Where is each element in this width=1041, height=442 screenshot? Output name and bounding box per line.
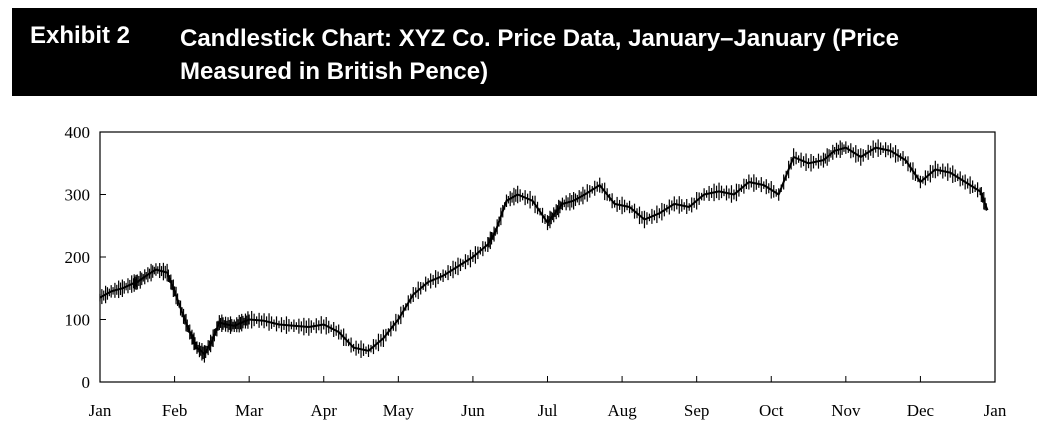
y-tick-label: 100: [65, 311, 91, 330]
y-tick-label: 0: [82, 373, 91, 392]
x-tick-label: Sep: [684, 401, 710, 420]
x-tick-label: Aug: [607, 401, 637, 420]
series-group: [99, 139, 989, 363]
x-tick-label: Apr: [311, 401, 338, 420]
y-axis: 0 100 200 300 400: [65, 123, 106, 392]
x-tick-label: Dec: [907, 401, 935, 420]
x-tick-label: Jul: [538, 401, 558, 420]
x-axis: Jan Feb Mar Apr May Jun Jul Aug Sep Oct Nov Dec Jan: [89, 376, 1007, 420]
x-tick-label: Oct: [759, 401, 784, 420]
x-tick-label: Nov: [831, 401, 861, 420]
y-tick-label: 300: [65, 186, 91, 205]
x-tick-label: Jan: [89, 401, 112, 420]
x-tick-label: Feb: [162, 401, 188, 420]
exhibit-header: Exhibit 2 Candlestick Chart: XYZ Co. Pri…: [12, 8, 1037, 96]
exhibit-label: Exhibit 2: [30, 22, 131, 49]
chart-title: Candlestick Chart: XYZ Co. Price Data, J…: [180, 25, 899, 85]
plot-frame: [99, 131, 996, 383]
x-tick-label: Jan: [984, 401, 1007, 420]
y-tick-label: 400: [65, 123, 91, 142]
x-tick-label: Jun: [461, 401, 485, 420]
x-tick-label: May: [383, 401, 415, 420]
y-tick-label: 200: [65, 248, 91, 267]
x-tick-label: Mar: [235, 401, 264, 420]
